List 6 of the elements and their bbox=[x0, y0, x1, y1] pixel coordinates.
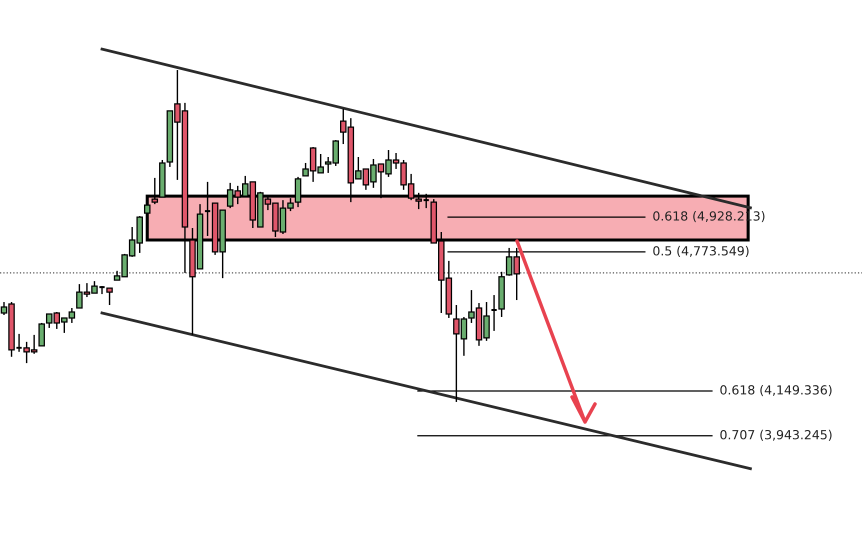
annotation: 0.618 (4,149.336) bbox=[720, 384, 832, 396]
annotation: 0.5 (4,773.549) bbox=[653, 246, 749, 258]
text: 0.707 (3,943.245) bbox=[720, 430, 832, 441]
candlestick bbox=[490, 294, 498, 332]
candlestick bbox=[38, 322, 45, 347]
candlestick bbox=[106, 287, 113, 306]
